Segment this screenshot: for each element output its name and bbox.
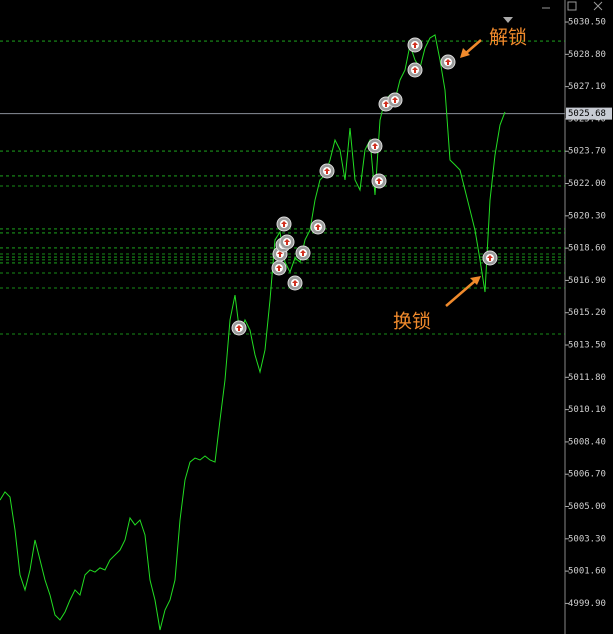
y-tick-label: 5006.70 bbox=[568, 470, 606, 480]
close-button[interactable] bbox=[593, 1, 603, 11]
y-tick-label: 5027.10 bbox=[568, 82, 606, 92]
y-tick-label: 5022.00 bbox=[568, 179, 606, 189]
y-tick-label: 5013.50 bbox=[568, 341, 606, 351]
y-tick-label: 5015.20 bbox=[568, 308, 606, 318]
y-tick-label: 5030.50 bbox=[568, 18, 606, 28]
y-tick-label: 5003.30 bbox=[568, 534, 606, 544]
annotation: 换锁 bbox=[393, 311, 431, 333]
trade-markers bbox=[231, 37, 498, 336]
window-buttons[interactable] bbox=[542, 1, 603, 11]
current-price-box bbox=[566, 107, 612, 120]
shift-marker bbox=[503, 17, 513, 23]
price-line bbox=[0, 34, 506, 631]
y-tick-label: 5016.90 bbox=[568, 276, 606, 286]
y-tick-label: 5023.70 bbox=[568, 147, 606, 157]
y-tick-label: 5001.60 bbox=[568, 567, 606, 577]
arrows bbox=[445, 39, 482, 307]
y-tick-label: 5010.10 bbox=[568, 405, 606, 415]
y-tick-label: 5005.00 bbox=[568, 502, 606, 512]
maximize-button[interactable] bbox=[567, 1, 577, 11]
annotation: 解锁 bbox=[489, 27, 527, 49]
y-tick-label: 4999.90 bbox=[568, 599, 606, 609]
y-tick-label: 5011.80 bbox=[568, 373, 606, 383]
y-tick-label: 5028.80 bbox=[568, 50, 606, 60]
y-tick-label: 5008.40 bbox=[568, 437, 606, 447]
current-price-label: 5025.68 bbox=[568, 109, 606, 119]
y-tick-label: 5020.30 bbox=[568, 211, 606, 221]
y-tick-label: 5018.60 bbox=[568, 244, 606, 254]
